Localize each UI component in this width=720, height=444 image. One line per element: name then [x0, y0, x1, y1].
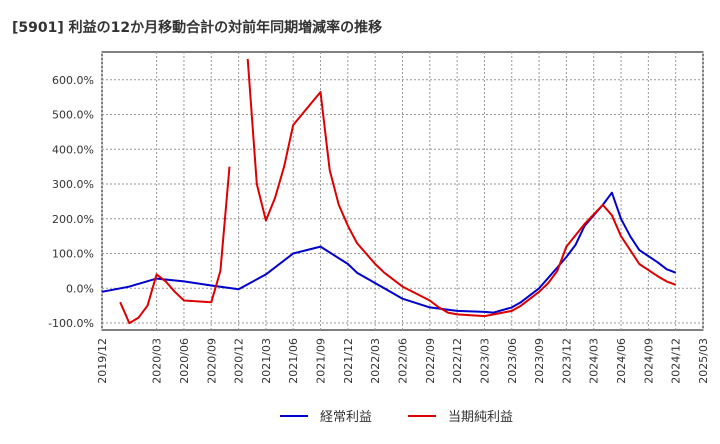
x-tick-label: 2021/12 [342, 338, 355, 384]
x-tick-label: 2020/06 [178, 338, 191, 384]
x-tick-label: 2024/03 [588, 338, 601, 384]
y-tick-label: 400.0% [52, 143, 94, 156]
x-tick-label: 2024/06 [615, 338, 628, 384]
y-tick-label: -100.0% [48, 317, 94, 330]
x-tick-label: 2020/03 [151, 338, 164, 384]
x-tick-label: 2021/09 [315, 338, 328, 384]
x-tick-label: 2023/06 [506, 338, 519, 384]
y-tick-label: 0.0% [66, 282, 94, 295]
y-tick-label: 200.0% [52, 213, 94, 226]
x-tick-label: 2020/09 [205, 338, 218, 384]
x-tick-label: 2019/12 [96, 338, 109, 384]
grid-lines [101, 52, 704, 330]
x-tick-label: 2020/12 [233, 338, 246, 384]
x-tick-label: 2023/09 [533, 338, 546, 384]
y-tick-label: 300.0% [52, 178, 94, 191]
x-tick-label: 2025/03 [697, 338, 710, 384]
y-tick-label: 600.0% [52, 74, 94, 87]
x-tick-label: 2022/09 [424, 338, 437, 384]
x-tick-label: 2024/09 [642, 338, 655, 384]
legend: 経常利益 当期純利益 [280, 410, 513, 425]
y-tick-label: 500.0% [52, 109, 94, 122]
y-axis: -100.0% 0.0% 100.0% 200.0% 300.0% 400.0% 500.0… [48, 74, 94, 330]
series-lines [101, 58, 677, 325]
x-tick-label: 2022/06 [397, 338, 410, 384]
legend-label: 経常利益 [320, 410, 372, 425]
series-line [101, 191, 677, 314]
x-axis: 2019/12 2020/03 2020/06 2020/09 2020/12 2021/… [96, 338, 710, 384]
x-tick-label: 2021/06 [287, 338, 300, 384]
y-tick-label: 100.0% [52, 248, 94, 261]
x-tick-label: 2022/03 [369, 338, 382, 384]
legend-label: 当期純利益 [448, 410, 513, 425]
x-tick-label: 2022/12 [451, 338, 464, 384]
series-line [119, 58, 677, 325]
chart-title: [5901] 利益の12か月移動合計の対前年同期増減率の推移 [12, 19, 382, 36]
x-tick-label: 2024/12 [670, 338, 683, 384]
x-tick-label: 2021/03 [260, 338, 273, 384]
x-tick-label: 2023/03 [478, 338, 491, 384]
x-tick-label: 2023/12 [560, 338, 573, 384]
